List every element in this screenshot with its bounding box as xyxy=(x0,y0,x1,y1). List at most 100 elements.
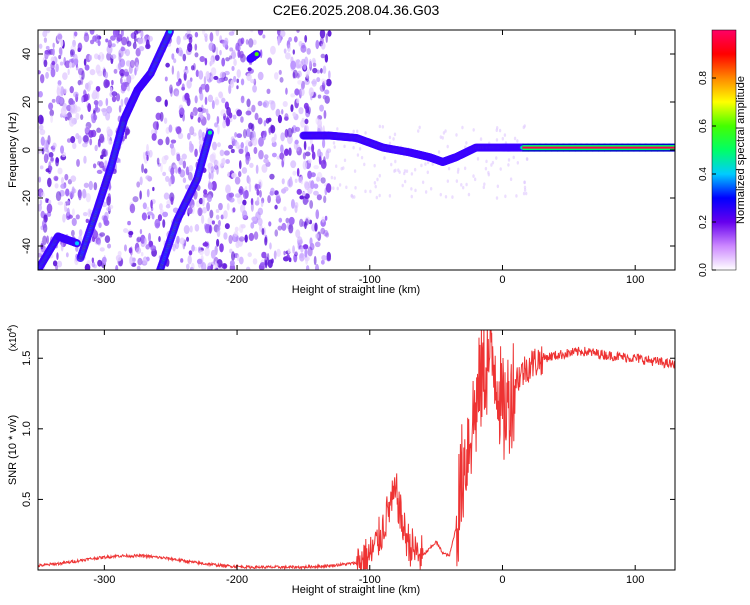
heatmap-speck xyxy=(60,49,63,56)
heatmap-speck xyxy=(136,181,141,188)
heatmap-speck xyxy=(323,110,327,119)
heatmap-speck xyxy=(98,100,103,107)
heatmap-speck xyxy=(231,65,235,72)
heatmap-speck xyxy=(126,74,132,85)
heatmap-speck xyxy=(48,152,54,158)
heatmap-speck xyxy=(209,153,216,163)
heatmap-speck xyxy=(246,98,251,108)
heatmap-speck xyxy=(509,177,513,182)
heatmap-speck xyxy=(321,216,325,223)
heatmap-speck xyxy=(142,202,147,210)
heatmap-speck xyxy=(250,30,254,33)
heatmap-speck xyxy=(84,64,90,71)
heatmap-speck xyxy=(217,226,221,231)
heatmap-speck xyxy=(482,185,485,190)
heatmap-speck xyxy=(251,104,256,113)
heatmap-speck xyxy=(194,95,198,104)
heatmap-speck xyxy=(273,250,277,260)
heatmap-speck xyxy=(504,194,507,199)
heatmap-speck xyxy=(77,79,82,86)
heatmap-speck xyxy=(173,164,178,170)
heatmap-speck xyxy=(336,186,339,191)
heatmap-speck xyxy=(324,215,328,221)
heatmap-speck xyxy=(523,185,527,190)
heatmap-speck xyxy=(238,148,244,155)
heatmap-speck xyxy=(237,38,243,47)
heatmap-speck xyxy=(85,218,90,223)
heatmap-speck xyxy=(89,30,95,35)
heatmap-speck xyxy=(304,118,309,125)
heatmap-speck xyxy=(251,216,258,222)
heatmap-speck xyxy=(274,190,279,196)
heatmap-speck xyxy=(245,155,250,165)
heatmap-speck xyxy=(274,204,278,210)
heatmap-speck xyxy=(202,207,208,214)
heatmap-speck xyxy=(257,217,263,226)
heatmap-speck xyxy=(307,146,311,151)
heatmap-speck xyxy=(75,132,80,140)
heatmap-speck xyxy=(293,36,298,43)
heatmap-speck xyxy=(281,222,287,231)
heatmap-speck xyxy=(310,180,315,190)
heatmap-speck xyxy=(248,38,254,48)
heatmap-speck xyxy=(224,223,230,230)
colorbar-tick-label: 0.4 xyxy=(698,167,709,181)
heatmap-speck xyxy=(56,84,62,91)
heatmap-speck xyxy=(343,158,347,163)
heatmap-speck xyxy=(66,200,71,205)
heatmap-speck xyxy=(280,144,284,154)
heatmap-speck xyxy=(170,139,177,144)
heatmap-speck xyxy=(236,133,243,139)
heatmap-speck xyxy=(73,91,79,98)
heatmap-speck xyxy=(223,210,228,220)
heatmap-speck xyxy=(499,167,502,171)
heatmap-speck xyxy=(316,171,323,182)
heatmap-speck xyxy=(154,218,161,229)
heatmap-speck xyxy=(170,167,175,176)
heatmap-speck xyxy=(333,176,336,180)
heatmap-speck xyxy=(95,102,99,112)
heatmap-speck xyxy=(166,199,172,206)
heatmap-speck xyxy=(216,142,221,148)
heatmap-carrier-core xyxy=(522,146,675,149)
heatmap-speck xyxy=(190,111,196,117)
heatmap-speck xyxy=(472,128,475,132)
heatmap-speck xyxy=(101,148,107,157)
heatmap-speck xyxy=(145,43,151,50)
heatmap-speck xyxy=(507,163,510,167)
heatmap-speck xyxy=(213,75,219,81)
heatmap-speck xyxy=(175,126,180,133)
heatmap-speck xyxy=(152,121,159,130)
heatmap-speck xyxy=(38,188,44,197)
heatmap-speck xyxy=(49,165,53,171)
heatmap-speck xyxy=(394,159,397,164)
heatmap-speck xyxy=(70,49,75,56)
heatmap-speck xyxy=(151,133,157,141)
heatmap-speck xyxy=(426,170,429,175)
heatmap-speck xyxy=(108,140,113,145)
heatmap-speck xyxy=(495,196,499,200)
heatmap-speck xyxy=(248,182,252,193)
heatmap-speck xyxy=(228,234,233,245)
heatmap-speck xyxy=(228,197,235,203)
heatmap-speck xyxy=(306,47,311,55)
heatmap-speck xyxy=(73,58,79,65)
heatmap-speck xyxy=(259,49,263,59)
heatmap-speck xyxy=(127,220,131,226)
heatmap-speck xyxy=(105,111,111,121)
heatmap-speck xyxy=(169,143,174,149)
heatmap-speck xyxy=(327,30,332,37)
heatmap-speck xyxy=(305,218,309,226)
heatmap-speck xyxy=(101,256,107,264)
heatmap-speck xyxy=(375,195,379,200)
heatmap-speck xyxy=(180,258,184,263)
heatmap-speck xyxy=(313,165,319,170)
heatmap-speck xyxy=(200,83,207,90)
heatmap-speck xyxy=(300,246,304,253)
heatmap-speck xyxy=(146,144,149,153)
heatmap-speck xyxy=(374,184,377,189)
heatmap-speck xyxy=(146,188,150,198)
heatmap-speck xyxy=(59,91,64,97)
heatmap-speck xyxy=(484,166,488,171)
heatmap-speck xyxy=(237,237,244,247)
